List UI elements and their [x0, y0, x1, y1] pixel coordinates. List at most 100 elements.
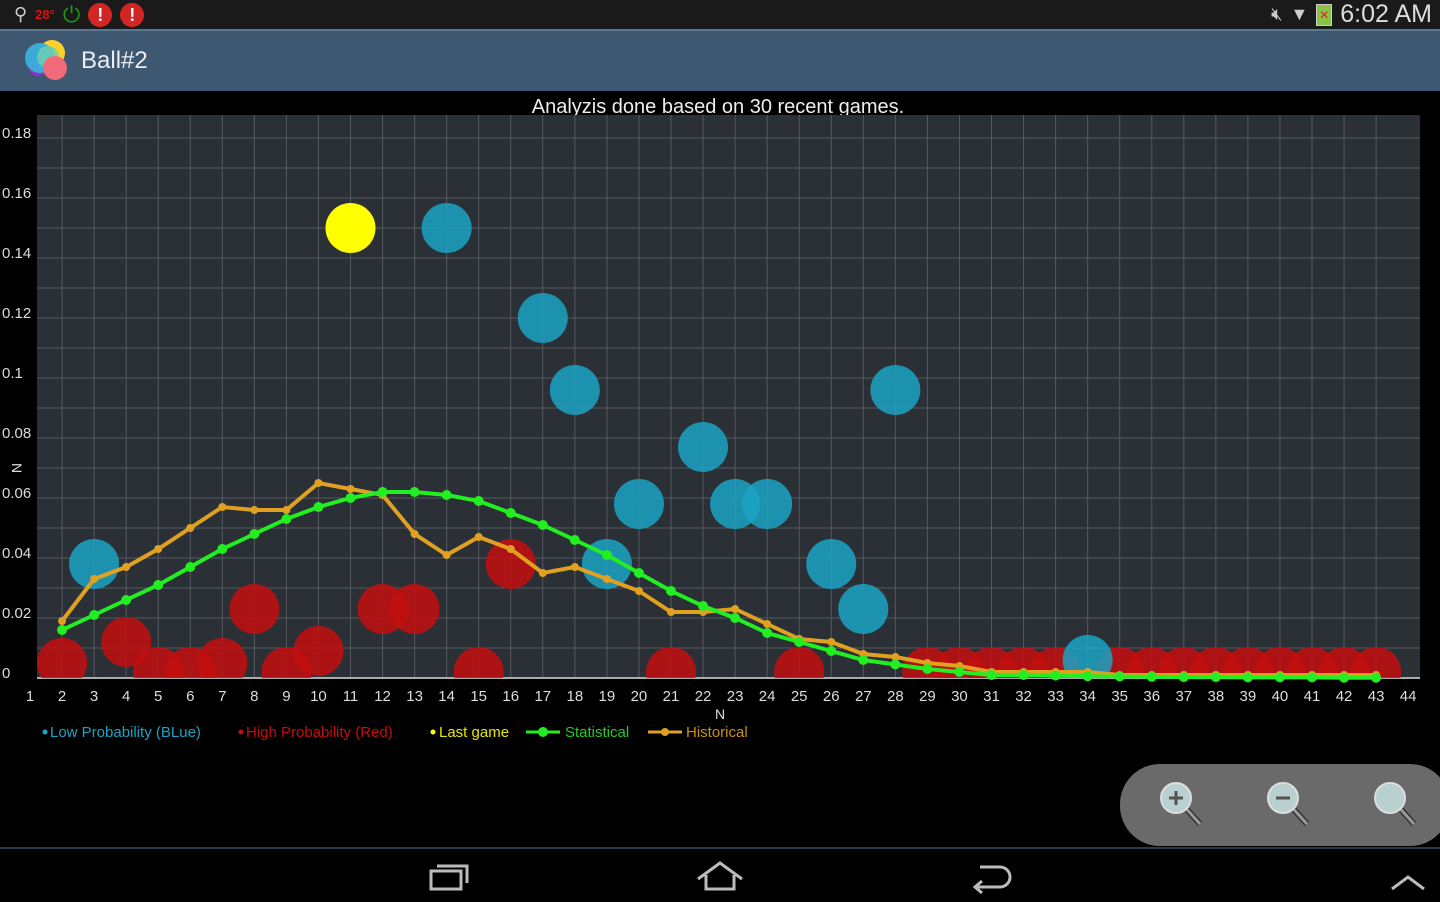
historical-point: [314, 479, 323, 487]
statistical-point: [922, 664, 933, 674]
x-tick-label: 4: [122, 688, 130, 705]
x-tick-label: 38: [1208, 688, 1225, 705]
statistical-point: [505, 508, 516, 518]
statistical-point: [345, 493, 356, 503]
low-probability-bubble: [806, 539, 857, 589]
historical-point: [410, 530, 419, 538]
statistical-point: [441, 490, 452, 500]
historical-point: [891, 653, 900, 661]
x-tick-label: 41: [1304, 688, 1321, 705]
historical-point: [218, 503, 227, 511]
statistical-point: [569, 535, 580, 545]
x-tick-label: 36: [1143, 688, 1160, 705]
x-tick-label: 33: [1047, 688, 1064, 705]
low-probability-bubble: [870, 365, 921, 415]
statistical-point: [281, 514, 292, 524]
low-probability-bubble: [517, 293, 568, 343]
low-probability-bubble: [678, 422, 729, 472]
statistical-point: [1210, 672, 1221, 683]
x-tick-label: 32: [1015, 688, 1032, 705]
statistical-point: [986, 670, 997, 680]
historical-point: [154, 545, 163, 553]
zoom-out-button[interactable]: [1263, 778, 1319, 834]
x-tick-label: 30: [951, 688, 968, 705]
high-probability-bubble: [229, 584, 280, 634]
historical-point: [731, 605, 740, 613]
statistical-point: [794, 637, 805, 647]
statistical-point: [1050, 670, 1061, 681]
y-tick-label: 0.18: [2, 125, 31, 142]
status-bar: ⚲ 28° ⏻ ! ! 🔇︎ ▼ ✕ 6:02 AM: [0, 0, 1440, 29]
low-probability-bubble: [1062, 635, 1113, 678]
statistical-series-line: [61, 490, 1377, 680]
y-tick-label: 0.12: [2, 305, 31, 322]
last-game-bubble: [325, 203, 376, 253]
statistical-point: [633, 568, 644, 578]
x-tick-label: 43: [1368, 688, 1385, 705]
y-axis-label: N: [9, 463, 25, 473]
home-button[interactable]: [690, 857, 750, 895]
statistical-point: [1274, 672, 1285, 683]
legend-low: Low Probability (BLue): [50, 724, 201, 741]
y-tick-label: 0.06: [2, 485, 31, 502]
x-tick-label: 26: [823, 688, 840, 705]
statistical-point: [1242, 672, 1253, 683]
y-tick-label: 0.1: [2, 365, 23, 382]
x-tick-label: 1: [26, 688, 34, 705]
low-probability-bubble: [69, 539, 120, 589]
y-tick-label: 0.08: [2, 425, 31, 442]
mute-icon: 🔇︎: [1271, 4, 1283, 24]
y-tick-label: 0.14: [2, 245, 31, 262]
statistical-point: [601, 550, 612, 560]
usb-icon: ⚲: [14, 4, 28, 24]
x-tick-label: 3: [90, 688, 98, 705]
zoom-in-button[interactable]: [1156, 778, 1212, 834]
x-tick-label: 42: [1336, 688, 1353, 705]
navigation-bar: [0, 847, 1440, 902]
alert-icon: !: [120, 2, 145, 27]
low-probability-bubble: [742, 479, 793, 529]
historical-point: [122, 563, 131, 571]
action-bar: Ball#2: [0, 29, 1440, 91]
back-button[interactable]: [962, 857, 1022, 895]
probability-chart[interactable]: Analyzis done based on 30 recent games. …: [0, 92, 1440, 752]
expand-button[interactable]: [1378, 857, 1438, 895]
x-tick-label: 15: [470, 688, 487, 705]
x-tick-label: 14: [438, 688, 455, 705]
x-tick-label: 31: [983, 688, 1000, 705]
app-logo[interactable]: [22, 37, 70, 85]
high-probability-bubble: [646, 647, 696, 678]
x-tick-label: 20: [631, 688, 648, 705]
x-tick-label: 27: [855, 688, 872, 705]
y-tick-label: 0: [2, 665, 10, 682]
statistical-point: [217, 544, 228, 554]
statistical-point: [1114, 671, 1125, 682]
x-tick-label: 17: [534, 688, 551, 705]
x-tick-label: 37: [1175, 688, 1192, 705]
high-probability-bubble: [197, 638, 248, 678]
historical-point: [538, 569, 547, 577]
x-tick-label: 10: [310, 688, 327, 705]
legend-historical: Historical: [686, 724, 748, 741]
historical-point: [634, 587, 643, 595]
historical-point: [474, 533, 483, 541]
legend-high-marker: [238, 729, 244, 735]
legend-last-marker: [430, 729, 436, 735]
y-tick-label: 0.04: [2, 545, 31, 562]
x-tick-label: 34: [1079, 688, 1096, 705]
x-tick-label: 18: [567, 688, 584, 705]
statistical-point: [730, 613, 741, 623]
high-probability-bubble: [37, 638, 88, 678]
zoom-reset-button[interactable]: [1370, 778, 1426, 834]
x-tick-label: 28: [887, 688, 904, 705]
legend-high: High Probability (Red): [246, 724, 393, 741]
alert-icon: !: [88, 2, 113, 27]
low-probability-bubble: [549, 365, 600, 415]
statistical-point: [89, 610, 100, 620]
y-tick-label: 0.02: [2, 605, 31, 622]
high-probability-bubble: [774, 647, 825, 678]
statistical-point: [1082, 671, 1093, 682]
recent-apps-button[interactable]: [419, 857, 479, 895]
legend-statistical: Statistical: [565, 724, 629, 741]
clock: 6:02 AM: [1340, 0, 1432, 28]
